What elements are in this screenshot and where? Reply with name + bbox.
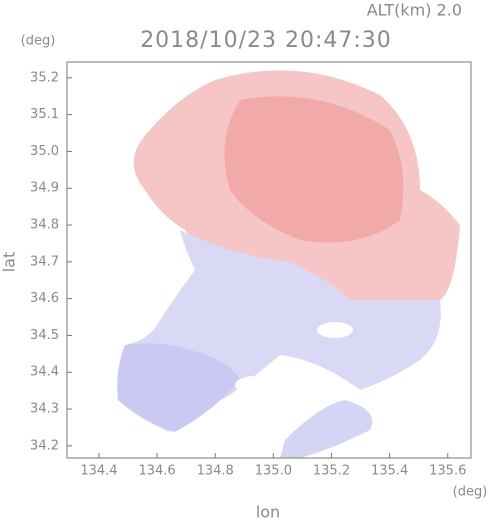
x-tick-label: 134.6 bbox=[138, 464, 175, 479]
radar-field bbox=[117, 70, 461, 458]
y-tick-label: 34.3 bbox=[30, 402, 59, 417]
y-tick-label: 34.8 bbox=[30, 218, 59, 233]
y-tick-label: 34.9 bbox=[30, 181, 59, 196]
gap bbox=[317, 322, 353, 338]
x-tick-label: 135.6 bbox=[429, 464, 466, 479]
strong-negative-region bbox=[117, 343, 240, 432]
strong-positive-region bbox=[224, 96, 404, 243]
x-tick-label: 135.0 bbox=[255, 464, 292, 479]
plot-frame bbox=[66, 61, 472, 459]
y-unit: (deg) bbox=[21, 34, 56, 49]
negative-region-south bbox=[280, 400, 373, 458]
x-tick-label: 134.8 bbox=[197, 464, 234, 479]
gap bbox=[235, 376, 275, 394]
x-tick-label: 135.2 bbox=[313, 464, 350, 479]
title: 2018/10/23 20:47:30 bbox=[140, 28, 392, 53]
y-tick-label: 34.7 bbox=[30, 254, 59, 269]
y-tick-label: 34.2 bbox=[30, 438, 59, 453]
x-unit: (deg) bbox=[453, 485, 488, 500]
y-tick-label: 35.1 bbox=[30, 107, 59, 122]
y-tick-label: 34.5 bbox=[30, 328, 59, 343]
y-axis-label: lat bbox=[0, 252, 19, 273]
y-tick-label: 34.6 bbox=[30, 291, 59, 306]
x-tick-label: 135.4 bbox=[371, 464, 408, 479]
y-tick-label: 35.2 bbox=[30, 70, 59, 85]
altitude-label: ALT(km) 2.0 bbox=[367, 1, 462, 20]
y-tick-label: 35.0 bbox=[30, 144, 59, 159]
x-axis-label: lon bbox=[256, 503, 280, 521]
y-tick-label: 34.4 bbox=[30, 365, 59, 380]
axes: 134.4 134.6 134.8 135.0 135.2 135.4 135.6 34.2 3… bbox=[30, 70, 466, 478]
x-tick-label: 134.4 bbox=[80, 464, 117, 479]
